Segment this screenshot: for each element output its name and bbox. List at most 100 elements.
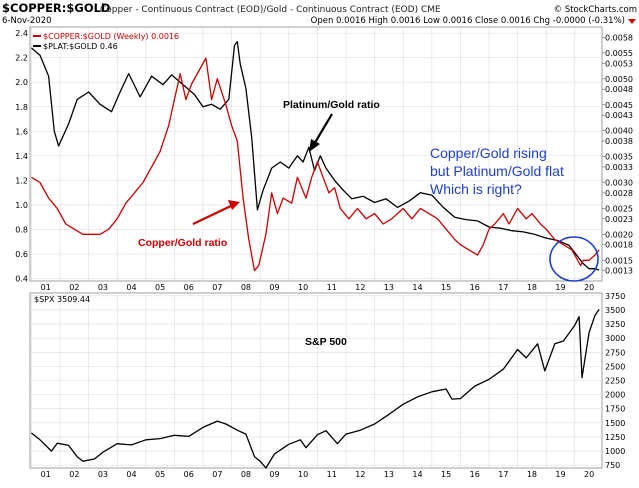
lower-x-tick-label: 16	[470, 470, 480, 479]
right-tick-label: 0.0013	[605, 267, 633, 276]
lower-right-tick-label: 3000	[605, 334, 625, 343]
lower-right-tick-label: 1500	[605, 419, 625, 428]
legend-copper-gold: $COPPER:$GOLD (Weekly) 0.0016	[43, 32, 179, 41]
lower-right-tick-label: 2500	[605, 362, 625, 371]
right-tick-label: 0.0025	[605, 204, 633, 213]
lower-x-tick-label: 04	[126, 470, 136, 479]
upper-x-tick-label: 08	[241, 283, 251, 292]
lower-right-tick-label: 1250	[605, 433, 625, 442]
upper-x-tick-label: 17	[498, 283, 508, 292]
upper-x-axis: 01 02 03 04 05 06 07 08 09 10 11 12 13 14 15 16 17 18 19 20	[41, 283, 595, 292]
lower-right-tick-label: 750	[605, 461, 620, 470]
right-tick-label: 0.0038	[605, 137, 633, 146]
lower-x-tick-label: 15	[441, 470, 451, 479]
lower-x-tick-label: 19	[555, 470, 565, 479]
left-tick-label: 1.0	[15, 201, 28, 210]
right-tick-label: 0.0015	[605, 256, 633, 265]
upper-x-tick-label: 06	[184, 283, 194, 292]
highlight-circle	[549, 236, 599, 282]
ohlc-readout: Open 0.0016 High 0.0016 Low 0.0016 Close…	[311, 16, 625, 26]
arrow-plat-icon	[309, 113, 333, 152]
left-tick-label: 2.0	[15, 78, 28, 87]
lower-x-tick-label: 12	[355, 470, 365, 479]
annotation-copper-gold: Copper/Gold ratio	[138, 237, 227, 249]
right-tick-label: 0.0033	[605, 163, 633, 172]
annotation-question-line2: but Platinum/Gold flat	[430, 163, 564, 179]
right-tick-label: 0.0020	[605, 230, 633, 239]
lower-right-tick-label: 2000	[605, 391, 625, 400]
upper-x-tick-label: 13	[384, 283, 394, 292]
upper-x-tick-label: 05	[155, 283, 165, 292]
right-tick-label: 0.0028	[605, 189, 633, 198]
lower-x-tick-label: 10	[298, 470, 308, 479]
upper-x-tick-label: 04	[126, 283, 136, 292]
lower-series-group	[30, 309, 600, 469]
upper-left-axis: 2.4 2.2 2.0 1.8 1.6 1.4 1.2 1.0 0.8 0.6 0.4	[15, 29, 28, 283]
upper-x-tick-label: 09	[269, 283, 279, 292]
lower-x-tick-label: 09	[269, 470, 279, 479]
right-tick-label: 0.0023	[605, 215, 633, 224]
lower-right-tick-label: 3750	[605, 292, 625, 301]
lower-x-tick-label: 05	[155, 470, 165, 479]
left-tick-label: 2.4	[15, 29, 28, 38]
brand-label: © StockCharts.com	[554, 5, 637, 15]
lower-right-axis: 3750 3500 3250 3000 2750 2500 2250 2000 1750 1500…	[605, 292, 625, 470]
upper-series-group	[30, 41, 600, 272]
upper-x-tick-label: 01	[41, 283, 51, 292]
upper-x-tick-label: 03	[98, 283, 108, 292]
arrow-copper-icon	[192, 200, 240, 225]
upper-gridlines	[30, 27, 602, 281]
lower-right-tick-label: 1750	[605, 405, 625, 414]
left-tick-label: 0.6	[15, 250, 28, 259]
left-tick-label: 0.8	[15, 225, 28, 234]
chart-title: $COPPER:$GOLD	[2, 1, 110, 15]
upper-x-tick-label: 20	[584, 283, 594, 292]
left-tick-label: 1.4	[15, 152, 28, 161]
lower-x-axis: 01 02 03 04 05 06 07 08 09 10 11 12 13 14 15 16 17 18 19 20	[41, 470, 595, 479]
right-tick-label: 0.0058	[605, 33, 633, 42]
lower-x-tick-label: 20	[584, 470, 594, 479]
down-arrow-icon	[628, 19, 636, 24]
upper-x-tick-label: 11	[327, 283, 337, 292]
lower-right-tick-label: 3500	[605, 306, 625, 315]
lower-x-tick-label: 06	[184, 470, 194, 479]
right-tick-label: 0.0040	[605, 127, 633, 136]
chart-date: 6-Nov-2020	[2, 16, 52, 26]
upper-x-tick-label: 18	[527, 283, 537, 292]
upper-x-tick-label: 12	[355, 283, 365, 292]
lower-x-tick-label: 14	[412, 470, 422, 479]
right-tick-label: 0.0043	[605, 111, 633, 120]
series-line-spx	[30, 309, 600, 469]
left-tick-label: 1.8	[15, 103, 28, 112]
lower-x-tick-label: 18	[527, 470, 537, 479]
right-tick-label: 0.0055	[605, 49, 633, 58]
right-tick-label: 0.0050	[605, 75, 633, 84]
annotation-platinum-gold: Platinum/Gold ratio	[283, 99, 380, 111]
right-tick-label: 0.0035	[605, 153, 633, 162]
lower-x-tick-label: 02	[69, 470, 79, 479]
upper-x-tick-label: 15	[441, 283, 451, 292]
right-tick-label: 0.0048	[605, 85, 633, 94]
lower-x-tick-label: 11	[327, 470, 337, 479]
annotation-sp500: S&P 500	[305, 336, 347, 348]
lower-right-tick-label: 2750	[605, 348, 625, 357]
legend-spx: $SPX 3509.44	[34, 295, 90, 304]
lower-x-tick-label: 17	[498, 470, 508, 479]
lower-right-tick-label: 1000	[605, 447, 625, 456]
lower-right-tick-label: 3250	[605, 320, 625, 329]
lower-x-tick-label: 01	[41, 470, 51, 479]
chart-subtitle: Copper - Continuous Contract (EOD)/Gold …	[100, 5, 441, 15]
legend-plat-gold: $PLAT:$GOLD 0.46	[43, 42, 118, 51]
left-tick-label: 1.6	[15, 127, 28, 136]
series-line-plat-gold	[30, 41, 600, 271]
lower-right-tick-label: 2250	[605, 377, 625, 386]
annotation-question-line1: Copper/Gold rising	[430, 145, 547, 161]
upper-x-tick-label: 19	[555, 283, 565, 292]
left-tick-label: 0.4	[15, 275, 28, 284]
left-tick-label: 1.2	[15, 176, 28, 185]
lower-x-tick-label: 03	[98, 470, 108, 479]
upper-x-tick-label: 14	[412, 283, 422, 292]
right-tick-label: 0.0045	[605, 101, 633, 110]
